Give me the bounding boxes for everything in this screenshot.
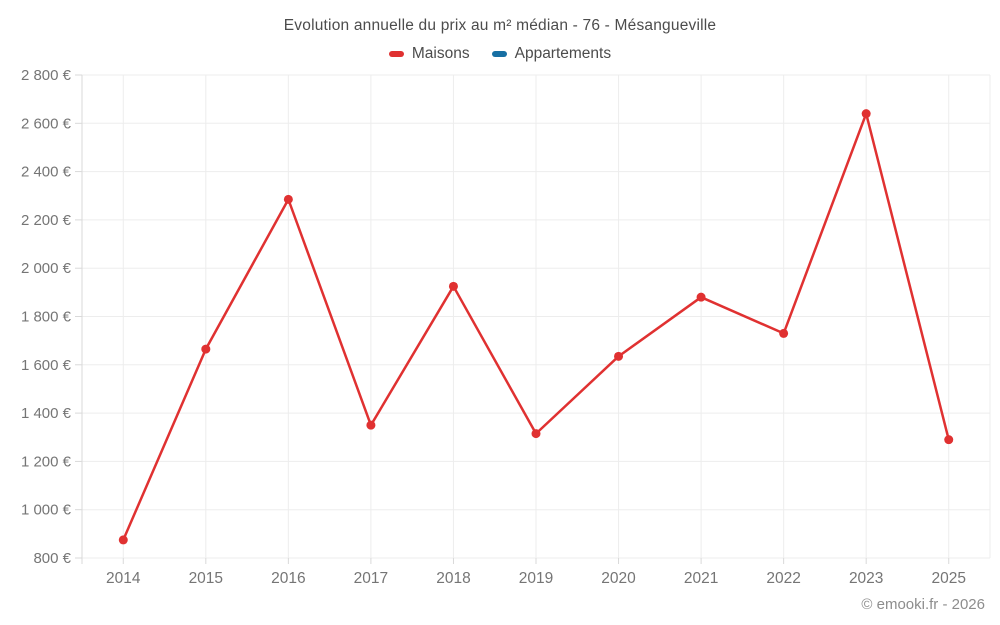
y-axis-tick-label: 2 000 € [21, 260, 72, 277]
y-axis-tick-label: 2 200 € [21, 212, 72, 229]
data-point-maisons[interactable] [283, 194, 293, 204]
x-axis-tick-label: 2023 [849, 570, 883, 587]
appartements-legend-swatch-icon [491, 51, 507, 57]
chart-title: Evolution annuelle du prix au m² médian … [283, 17, 717, 34]
x-axis-tick-label: 2016 [271, 570, 305, 587]
data-point-maisons[interactable] [614, 351, 624, 361]
y-axis-tick-label: 2 600 € [21, 115, 72, 132]
data-point-maisons[interactable] [118, 535, 128, 545]
data-point-maisons[interactable] [696, 292, 706, 302]
y-axis-tick-label: 1 800 € [21, 309, 72, 326]
maisons-legend-swatch-icon [388, 51, 404, 57]
legend-item-maisons[interactable]: Maisons [388, 45, 470, 63]
x-axis-tick-label: 2015 [189, 570, 223, 587]
legend-label-maisons: Maisons [411, 45, 470, 62]
copyright-text: © emooki.fr - 2026 [861, 596, 985, 613]
y-axis-tick-label: 1 400 € [21, 405, 72, 422]
x-axis-tick-label: 2022 [766, 570, 800, 587]
data-point-maisons[interactable] [531, 429, 541, 439]
data-point-maisons[interactable] [448, 281, 458, 291]
y-axis-tick-label: 2 800 € [21, 67, 72, 84]
legend-item-appartements[interactable]: Appartements [491, 45, 612, 63]
x-axis-tick-label: 2014 [106, 570, 141, 587]
y-axis-tick-label: 1 200 € [21, 453, 72, 470]
data-point-maisons[interactable] [861, 109, 871, 119]
x-axis-tick-label: 2019 [519, 570, 553, 587]
x-axis-tick-label: 2025 [931, 570, 965, 587]
y-axis-tick-label: 2 400 € [21, 164, 72, 181]
y-axis-tick-label: 1 600 € [21, 357, 72, 374]
legend-label-appartements: Appartements [514, 45, 612, 62]
data-point-maisons[interactable] [944, 435, 954, 445]
x-axis-tick-label: 2020 [601, 570, 636, 587]
y-axis-tick-label: 800 € [33, 550, 71, 567]
data-point-maisons[interactable] [779, 328, 789, 338]
data-point-maisons[interactable] [366, 420, 376, 430]
x-axis-tick-label: 2018 [436, 570, 470, 587]
x-axis-tick-label: 2017 [354, 570, 388, 587]
x-axis-tick-label: 2021 [684, 570, 718, 587]
y-axis-tick-label: 1 000 € [21, 502, 72, 519]
data-point-maisons[interactable] [201, 344, 211, 354]
chart-legend: Maisons Appartements [0, 45, 1000, 63]
